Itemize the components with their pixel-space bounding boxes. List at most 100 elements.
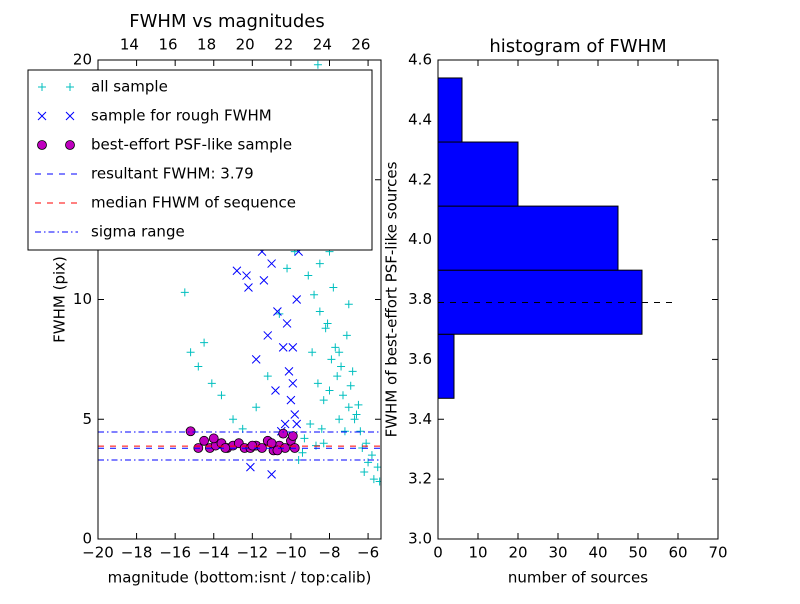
point xyxy=(292,295,302,304)
point xyxy=(335,415,344,424)
legend-box xyxy=(27,69,373,251)
y-tick-label: 3.0 xyxy=(408,530,432,548)
point xyxy=(199,435,210,446)
point xyxy=(208,433,219,444)
point xyxy=(267,259,276,268)
point xyxy=(272,445,283,456)
point xyxy=(346,381,355,390)
point xyxy=(259,275,269,285)
y-tick-label: 3.6 xyxy=(408,350,432,368)
point xyxy=(308,348,317,357)
x-tick-label: −6 xyxy=(357,544,379,562)
chart-title: FWHM vs magnitudes xyxy=(129,11,324,32)
y-tick-label: 4.2 xyxy=(408,170,432,188)
legend-label: sample for rough FWHM xyxy=(91,107,272,125)
y-tick-label: 3.8 xyxy=(408,290,432,308)
point xyxy=(315,307,324,316)
y-tick-label: 3.4 xyxy=(408,410,432,428)
point xyxy=(298,448,307,457)
x-axis-label: number of sources xyxy=(508,569,648,587)
point xyxy=(278,343,288,352)
point xyxy=(284,366,294,376)
point xyxy=(338,391,347,400)
point xyxy=(286,395,296,405)
point xyxy=(37,140,47,150)
x-tick-label: −8 xyxy=(318,544,340,562)
point xyxy=(246,462,255,472)
point xyxy=(263,372,272,381)
point xyxy=(331,343,340,352)
point xyxy=(266,438,277,449)
point xyxy=(313,379,322,388)
point xyxy=(287,431,298,441)
point xyxy=(327,355,336,364)
point xyxy=(263,331,273,340)
point xyxy=(290,410,300,419)
bar xyxy=(437,205,619,271)
legend-label: median FHWM of sequence xyxy=(91,194,296,212)
point xyxy=(306,420,315,429)
x-tick-label: 0 xyxy=(433,544,443,562)
point xyxy=(304,271,313,280)
point xyxy=(375,477,381,486)
point xyxy=(282,319,292,328)
point xyxy=(344,403,353,412)
plot-layer xyxy=(98,60,381,486)
point xyxy=(65,140,75,150)
point xyxy=(242,271,251,280)
axes-frame xyxy=(97,59,382,540)
point xyxy=(325,386,334,395)
point xyxy=(317,424,326,433)
point xyxy=(348,367,357,376)
x2-tick-label: 16 xyxy=(158,36,177,54)
x2-tick-label: 14 xyxy=(120,36,139,54)
point xyxy=(300,434,309,443)
x-tick-label: −20 xyxy=(82,544,114,562)
point xyxy=(232,266,242,276)
point xyxy=(186,348,195,357)
bar xyxy=(437,141,519,207)
point xyxy=(288,343,298,352)
x-tick-label: −18 xyxy=(121,544,153,562)
point xyxy=(310,290,319,299)
axes-frame xyxy=(437,59,719,540)
y-tick-label: 4.6 xyxy=(408,51,432,69)
chart-title: histogram of FWHM xyxy=(489,36,666,57)
point xyxy=(194,362,203,371)
point xyxy=(278,428,289,439)
point xyxy=(280,419,290,429)
point xyxy=(229,415,238,424)
x2-tick-label: 24 xyxy=(313,36,332,54)
point xyxy=(292,419,302,429)
point xyxy=(66,83,74,91)
point xyxy=(340,427,349,436)
point xyxy=(350,415,359,424)
point xyxy=(373,463,381,472)
point xyxy=(354,400,363,409)
point xyxy=(319,396,328,405)
x-tick-label: 30 xyxy=(548,544,567,562)
x-tick-label: 70 xyxy=(708,544,727,562)
legend: all sample sample for rough FWHM best-effo… xyxy=(27,69,373,251)
point xyxy=(356,427,365,436)
point xyxy=(251,355,261,364)
point xyxy=(344,300,353,309)
y-tick-label: 3.2 xyxy=(408,470,432,488)
x-tick-label: −14 xyxy=(198,544,230,562)
point xyxy=(200,338,209,347)
legend-label: best-effort PSF-like sample xyxy=(91,136,292,154)
point xyxy=(313,60,322,69)
point xyxy=(65,111,75,121)
point xyxy=(207,379,216,388)
legend-label: sigma range xyxy=(91,223,185,241)
x-tick-label: −12 xyxy=(237,544,269,562)
point xyxy=(38,83,46,91)
y-axis-label: FWHM of best-effort PSF-like sources xyxy=(383,161,401,437)
y-tick-label: 0 xyxy=(82,530,92,548)
point xyxy=(283,264,292,273)
point xyxy=(321,324,330,333)
legend-label: resultant FWHM: 3.79 xyxy=(91,165,254,183)
y-axis-label: FWHM (pix) xyxy=(51,256,69,343)
